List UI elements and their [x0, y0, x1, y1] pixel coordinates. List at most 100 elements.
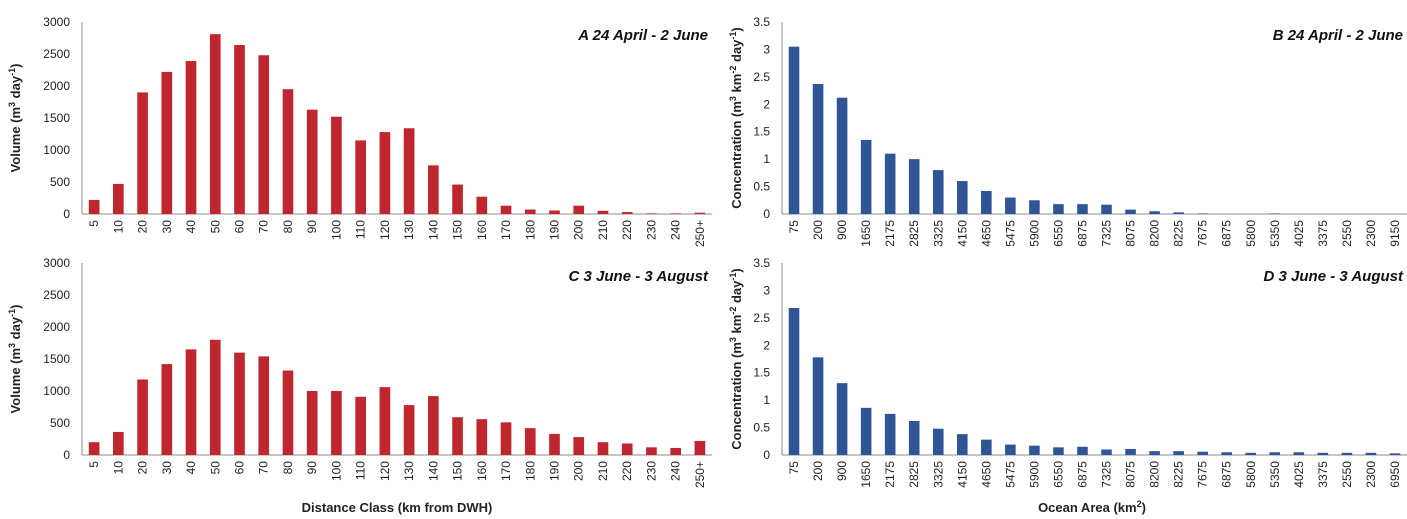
bar [621, 443, 633, 455]
bar [452, 184, 463, 214]
panel-title: B 24 April - 2 June [1273, 27, 1403, 44]
x-tick-label: 1650 [859, 220, 873, 247]
bar [476, 419, 488, 455]
x-tick-label: 180 [523, 461, 537, 481]
y-tick-label: 2000 [43, 79, 70, 93]
bar [836, 383, 848, 455]
bar [1029, 445, 1040, 455]
bar [1173, 212, 1184, 214]
bar [670, 447, 681, 455]
x-tick-label: 90 [305, 461, 319, 475]
bar [113, 431, 124, 455]
x-tick-label: 2175 [883, 220, 897, 247]
x-tick-label: 4025 [1292, 220, 1306, 247]
y-tick-label: 1.5 [753, 366, 770, 380]
x-tick-label: 5800 [1244, 220, 1258, 247]
bar [403, 128, 415, 214]
bar [836, 97, 848, 214]
x-tick-label: 70 [257, 220, 271, 234]
x-tick-label: 6950 [1388, 461, 1402, 488]
bar [884, 413, 896, 455]
chart-panel-d: 0 0.5 1 1.5 2 2.5 3 3.5 75 200 900 1650 2175 2825 3325… [728, 256, 1407, 515]
bar [1341, 452, 1353, 455]
y-tick-label: 1500 [43, 111, 70, 125]
bar [646, 447, 657, 455]
bar [670, 213, 681, 214]
bar [788, 46, 800, 214]
bar [1077, 446, 1088, 455]
x-tick-label: 200 [572, 220, 586, 240]
x-tick-label: 8200 [1148, 461, 1162, 488]
bar [1221, 452, 1232, 455]
x-tick-label: 2550 [1340, 461, 1354, 488]
bar [282, 89, 294, 214]
bar [1245, 452, 1257, 455]
x-tick-label: 6875 [1075, 220, 1089, 247]
y-axis-title: Concentration (m3 km-2 day-1) [728, 27, 744, 208]
bar [788, 307, 800, 455]
bar [1389, 453, 1401, 455]
x-tick-label: 6875 [1220, 220, 1234, 247]
x-tick-label: 5900 [1027, 220, 1041, 247]
bar [306, 109, 318, 214]
y-tick-label: 1500 [43, 352, 70, 366]
x-tick-label: 8075 [1124, 220, 1138, 247]
x-tick-label: 8075 [1124, 461, 1138, 488]
bar [549, 210, 560, 214]
y-tick-label: 0.5 [753, 421, 770, 435]
bar [884, 153, 896, 214]
x-tick-label: 140 [426, 220, 440, 240]
bar [860, 139, 872, 214]
x-tick-label: 4150 [955, 220, 969, 247]
x-tick-label: 8225 [1172, 461, 1186, 488]
x-tick-label: 190 [548, 461, 562, 481]
bar [282, 370, 294, 455]
bar [646, 213, 657, 214]
bar [957, 181, 968, 214]
bar [185, 61, 197, 214]
x-tick-label: 50 [208, 220, 222, 234]
x-tick-label: 6875 [1220, 461, 1234, 488]
bar [621, 212, 633, 214]
bar [88, 442, 100, 455]
x-tick-label: 220 [620, 220, 634, 240]
bar [524, 428, 536, 455]
x-tick-label: 110 [354, 461, 368, 480]
bar [908, 420, 920, 455]
x-tick-label: 7675 [1196, 461, 1210, 488]
x-tick-label: 240 [669, 461, 683, 481]
x-tick-label: 50 [208, 461, 222, 475]
x-tick-label: 2300 [1364, 220, 1378, 247]
bar [1053, 204, 1064, 214]
bar [1269, 452, 1281, 455]
y-tick-label: 3 [763, 283, 770, 297]
x-tick-label: 3325 [931, 461, 945, 488]
y-axis-title: Concentration (m3 km-2 day-1) [728, 268, 744, 449]
bar [306, 391, 318, 455]
bar [403, 405, 415, 455]
x-tick-label: 170 [499, 220, 513, 240]
x-tick-label: 8225 [1172, 220, 1186, 247]
x-tick-label: 130 [402, 461, 416, 481]
x-tick-label: 210 [596, 220, 610, 240]
y-tick-label: 0.5 [753, 180, 770, 194]
x-tick-label: 5475 [1003, 461, 1017, 488]
bar [694, 440, 706, 455]
bar [812, 83, 824, 214]
x-tick-label: 80 [281, 220, 295, 234]
y-tick-label: 3.5 [753, 256, 770, 270]
bar [258, 356, 270, 455]
bar [1029, 200, 1040, 214]
chart-panel-a: 0 500 1000 1500 2000 2500 3000 5 10 20 30 40 50 60 70 8… [7, 15, 712, 247]
bar [1269, 213, 1281, 214]
bar [1317, 452, 1329, 455]
x-tick-label: 150 [451, 220, 465, 240]
x-tick-label: 120 [378, 220, 392, 240]
bar [161, 364, 173, 455]
x-tick-label: 210 [596, 461, 610, 481]
x-tick-label: 240 [669, 220, 683, 240]
y-tick-label: 1 [763, 393, 770, 407]
x-tick-label: 110 [354, 220, 368, 239]
x-tick-label: 4150 [955, 461, 969, 488]
